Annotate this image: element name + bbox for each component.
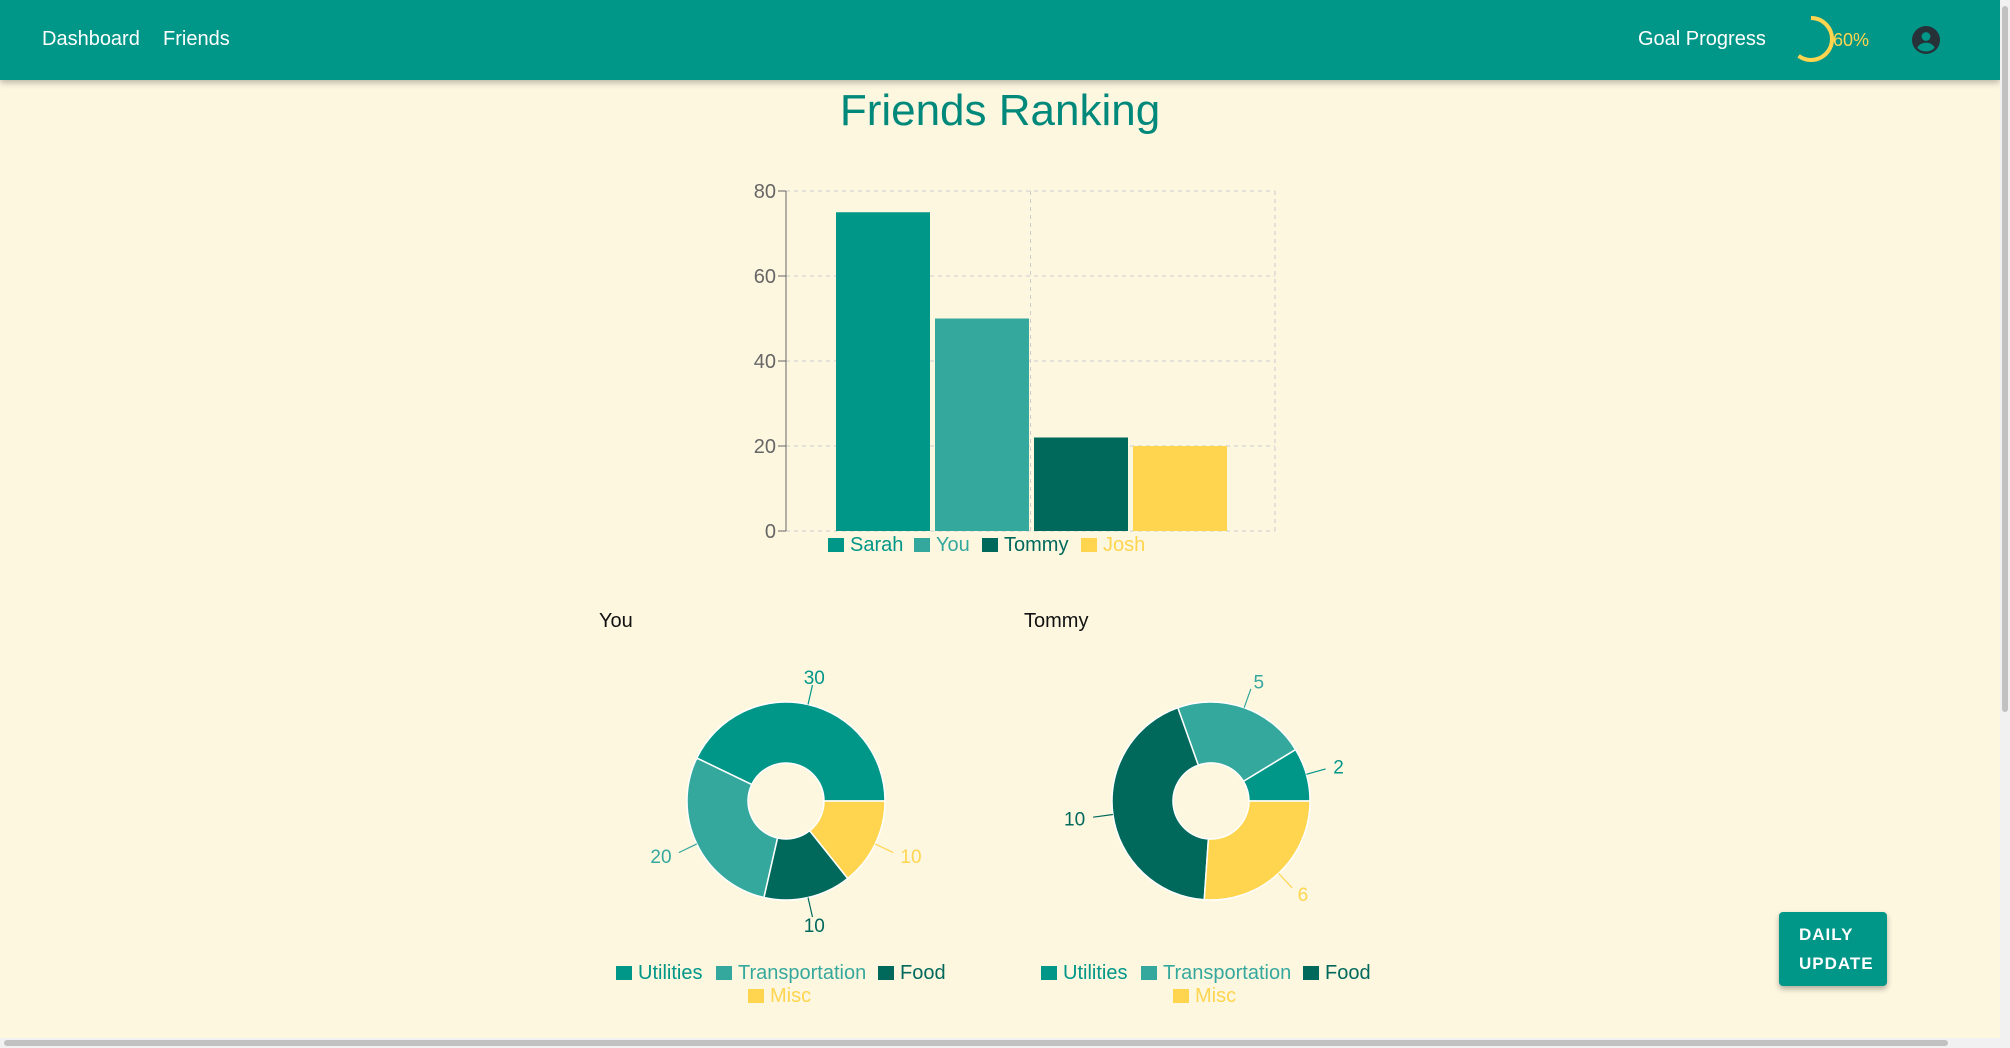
legend-swatch: [982, 538, 998, 552]
bar-sarah: [836, 212, 930, 531]
bar-tommy: [1034, 437, 1128, 531]
daily-update-label-line2: UPDATE: [1799, 954, 1874, 973]
slice-value-label: 20: [650, 847, 671, 868]
y-tick-label: 0: [765, 521, 776, 543]
slice-misc: [1203, 800, 1311, 901]
slice-label-leader: [1306, 768, 1326, 775]
page-title: Friends Ranking: [839, 86, 1161, 135]
slice-transportation: [1176, 701, 1297, 783]
slice-value-label: 10: [804, 916, 825, 937]
legend-label-utilities: Utilities: [638, 962, 702, 984]
legend-label-misc: Misc: [770, 985, 811, 1007]
slice-value-label: 6: [1298, 885, 1309, 906]
goal-progress-percent: 60%: [1833, 30, 1870, 50]
bar-you: [935, 318, 1029, 531]
slice-label-leader: [807, 684, 814, 705]
slice-value-label: 30: [804, 668, 825, 689]
goal-progress-ring: [1788, 16, 1834, 62]
daily-update-label-line1: DAILY: [1799, 925, 1854, 944]
legend-swatch: [1141, 966, 1157, 980]
slice-label-leader: [807, 897, 814, 918]
slice-label-leader: [1278, 872, 1293, 889]
legend-label-misc: Misc: [1195, 985, 1236, 1007]
slice-label-leader: [1243, 688, 1252, 708]
slice-value-label: 10: [1064, 809, 1085, 830]
account-circle-icon[interactable]: [1912, 26, 1940, 54]
nav-friends-link[interactable]: Friends: [163, 28, 230, 50]
slice-value-label: 2: [1333, 758, 1344, 779]
slice-food: [1111, 706, 1210, 901]
goal-progress-label: Goal Progress: [1638, 28, 1766, 50]
legend-label-transportation: Transportation: [738, 962, 866, 984]
legend-swatch: [1081, 538, 1097, 552]
slice-misc: [808, 800, 886, 880]
slice-label-leader: [678, 843, 698, 854]
slice-value-label: 10: [900, 847, 921, 868]
legend-swatch: [828, 538, 844, 552]
legend-swatch: [716, 966, 732, 980]
y-tick-label: 20: [754, 436, 776, 458]
legend-swatch: [914, 538, 930, 552]
legend-label-transportation: Transportation: [1163, 962, 1291, 984]
app-bar: Dashboard Friends Goal Progress 60%: [0, 0, 2000, 80]
legend-label-josh: Josh: [1103, 534, 1145, 556]
daily-update-button[interactable]: DAILY UPDATE: [1779, 912, 1887, 986]
horizontal-scrollbar-thumb[interactable]: [4, 1040, 1948, 1046]
slice-label-leader: [1093, 813, 1114, 818]
legend-swatch: [1041, 966, 1057, 980]
y-tick-label: 60: [754, 266, 776, 288]
nav-dashboard-link[interactable]: Dashboard: [42, 28, 140, 50]
pie-title-tommy: Tommy: [1024, 610, 1089, 632]
slice-transportation: [686, 757, 779, 899]
legend-swatch: [616, 966, 632, 980]
legend-label-sarah: Sarah: [850, 534, 903, 556]
legend-swatch: [1173, 989, 1189, 1003]
legend-swatch: [748, 989, 764, 1003]
slice-label-leader: [874, 843, 894, 854]
bar-josh: [1133, 446, 1227, 531]
legend-label-food: Food: [900, 962, 946, 984]
y-tick-label: 80: [754, 181, 776, 203]
legend-swatch: [878, 966, 894, 980]
pie-title-you: You: [599, 610, 633, 632]
legend-swatch: [1303, 966, 1319, 980]
y-tick-label: 40: [754, 351, 776, 373]
vertical-scrollbar-thumb[interactable]: [2002, 6, 2008, 712]
slice-utilities: [695, 701, 886, 802]
legend-label-utilities: Utilities: [1063, 962, 1127, 984]
legend-label-food: Food: [1325, 962, 1371, 984]
legend-label-you: You: [936, 534, 970, 556]
legend-label-tommy: Tommy: [1004, 534, 1068, 556]
slice-value-label: 5: [1254, 672, 1265, 693]
